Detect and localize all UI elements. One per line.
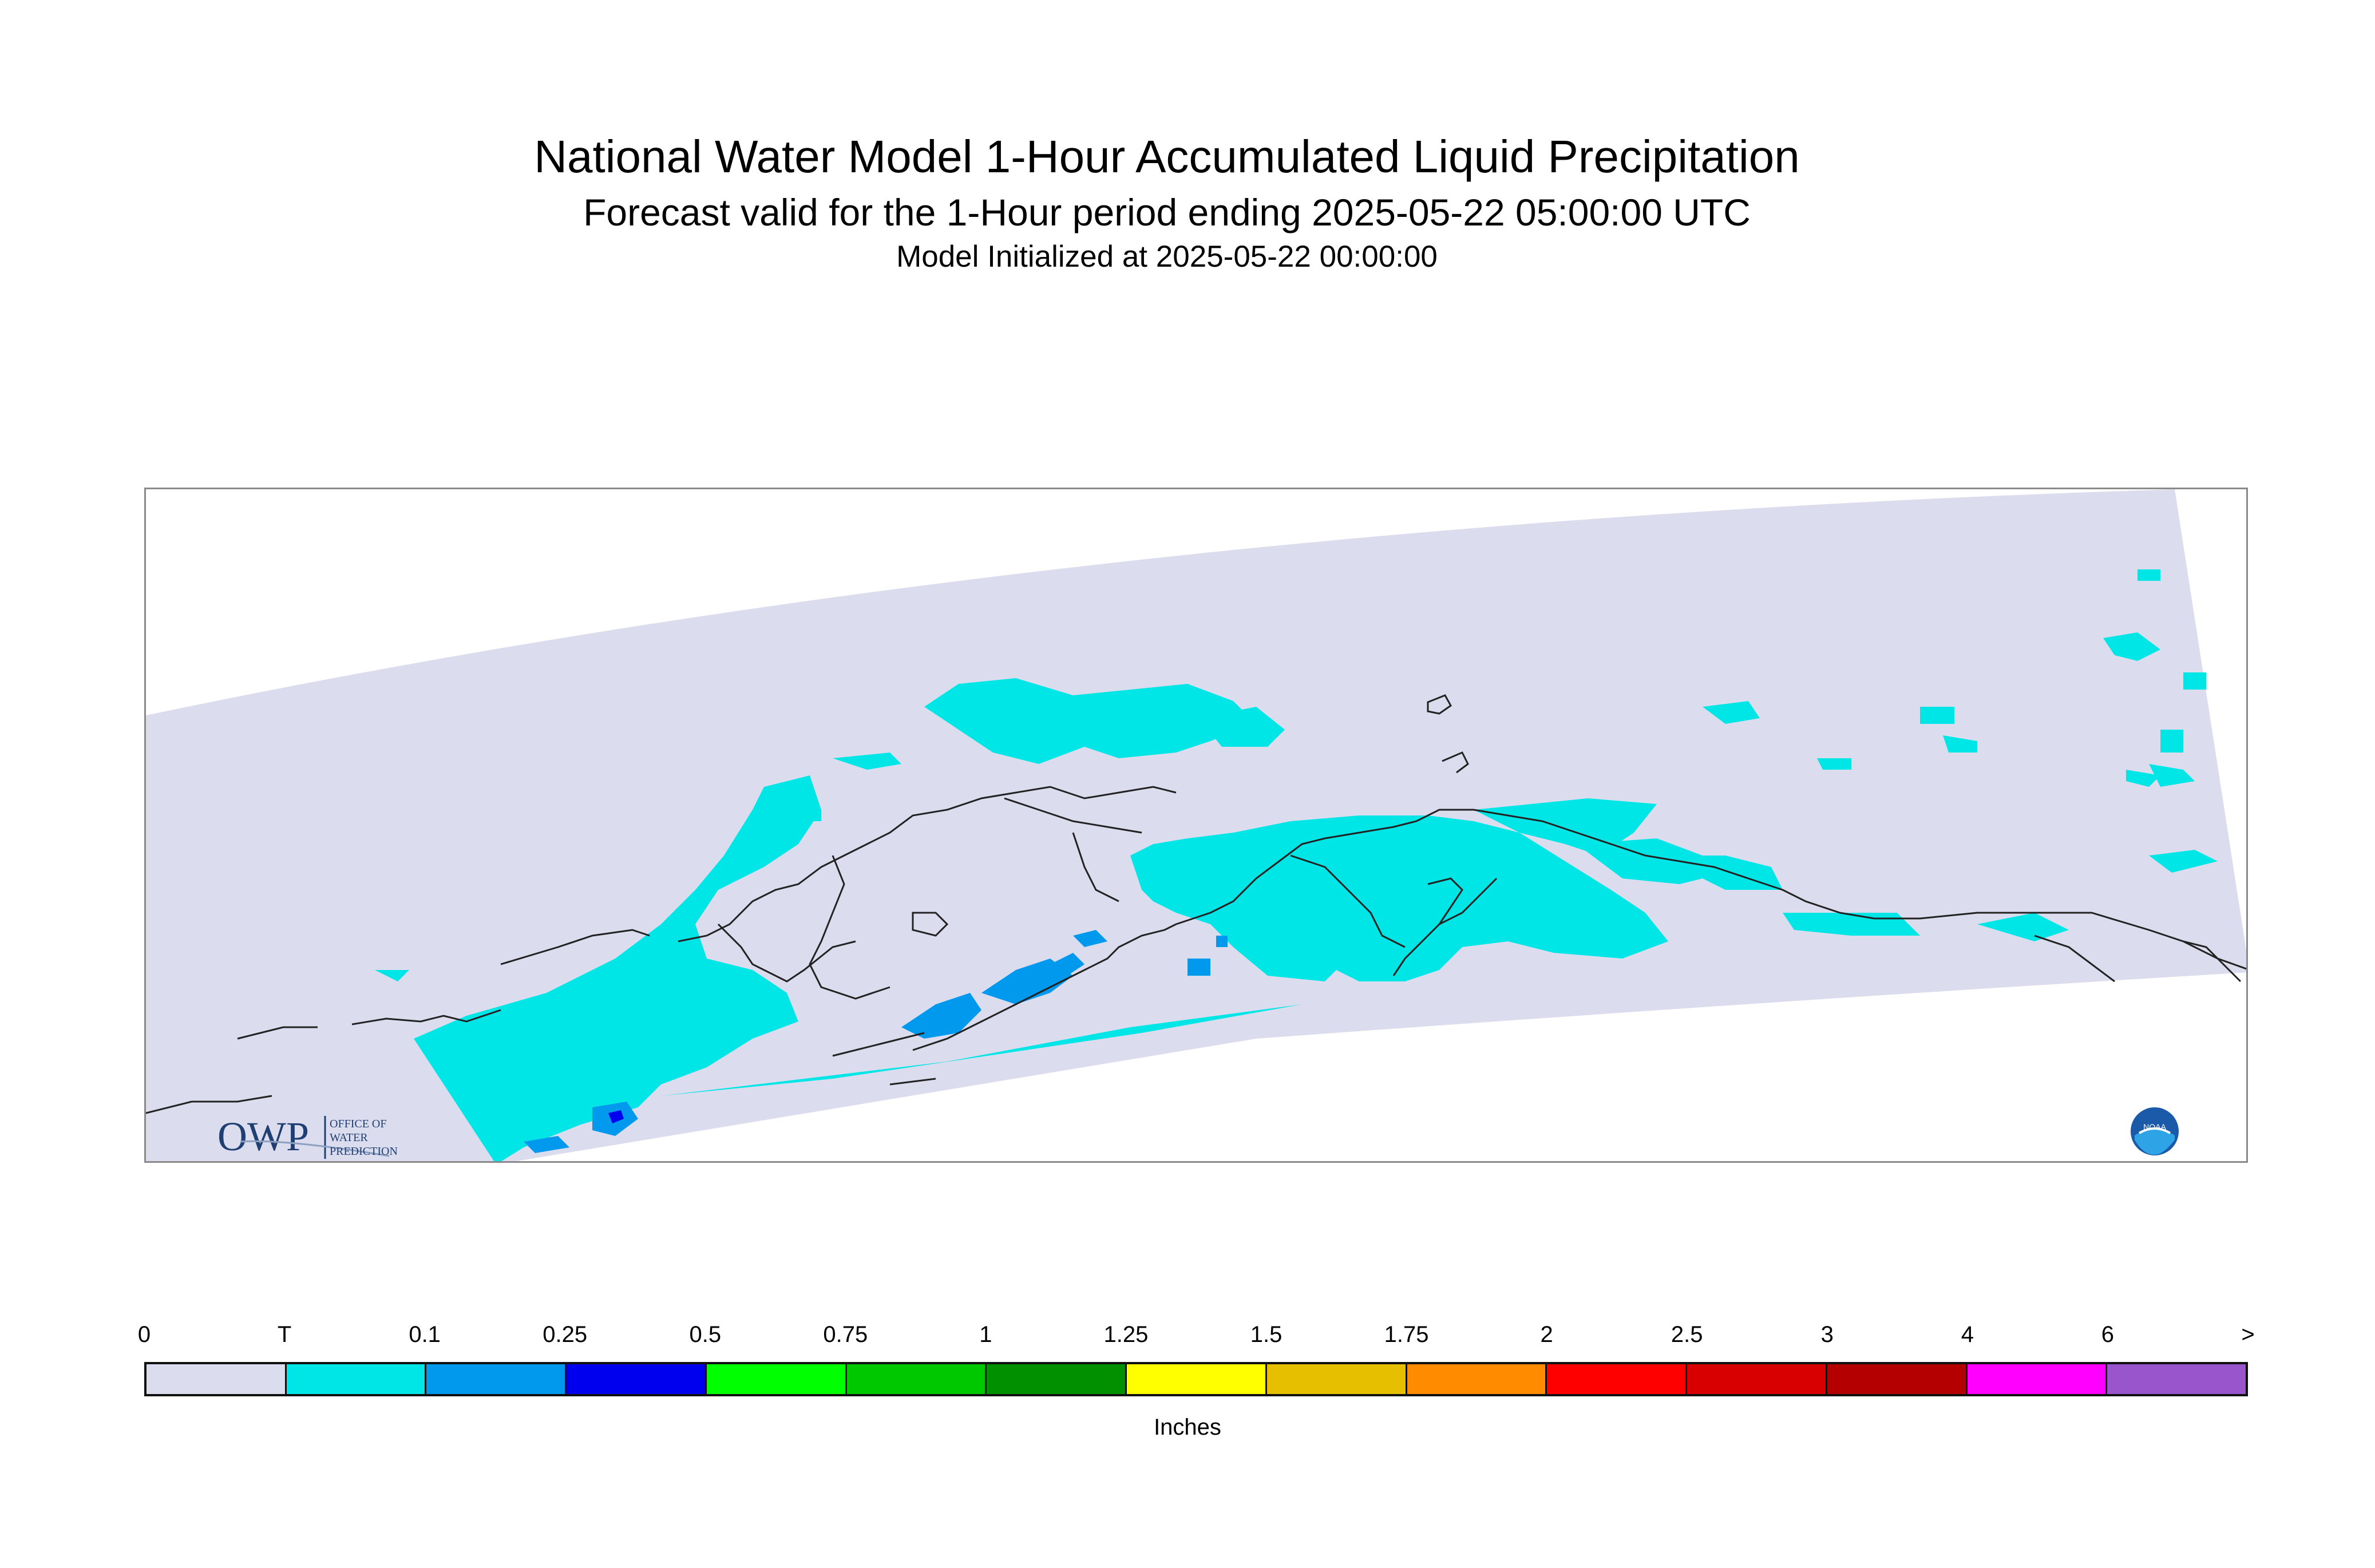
- legend-units: Inches: [1154, 1415, 1221, 1440]
- legend-tick-label: 1: [979, 1322, 992, 1347]
- legend-tick-label: 1.75: [1384, 1322, 1429, 1347]
- legend-swatch-14: [2107, 1364, 2246, 1394]
- legend-tick-label: 0.1: [409, 1322, 441, 1347]
- legend-tick-label: 0: [137, 1322, 151, 1347]
- legend-swatch-11: [1687, 1364, 1827, 1394]
- legend-swatch-6: [987, 1364, 1127, 1394]
- legend-tick-label: 0.25: [543, 1322, 588, 1347]
- owp-logo-mark: OWP: [217, 1114, 309, 1159]
- legend-tick-label: 2.5: [1671, 1322, 1703, 1347]
- legend-tick-label: 1.25: [1103, 1322, 1149, 1347]
- legend-swatch-13: [1967, 1364, 2108, 1394]
- legend-swatch-9: [1407, 1364, 1547, 1394]
- legend-tick-label: 0.75: [823, 1322, 868, 1347]
- legend-tick-label: 3: [1820, 1322, 1834, 1347]
- legend-tick-label: >: [2241, 1322, 2255, 1347]
- legend-colorbar: [144, 1362, 2248, 1396]
- legend-swatch-3: [567, 1364, 707, 1394]
- owp-logo-line-2: WATER: [330, 1131, 368, 1144]
- legend-swatch-1: [286, 1364, 427, 1394]
- legend-swatch-0: [147, 1364, 287, 1394]
- legend-swatch-10: [1547, 1364, 1688, 1394]
- legend-tick-label: 2: [1540, 1322, 1553, 1347]
- legend-swatch-2: [426, 1364, 567, 1394]
- legend-swatch-12: [1827, 1364, 1968, 1394]
- precip-light-areas: [524, 930, 1228, 1153]
- owp-logo-line-3: PREDICTION: [330, 1145, 398, 1158]
- map-title: National Water Model 1-Hour Accumulated …: [534, 131, 1800, 182]
- legend-swatch-4: [706, 1364, 847, 1394]
- owp-logo: OWP OFFICE OF WATER PREDICTION: [217, 1110, 435, 1162]
- legend-tick-label: 4: [1961, 1322, 1974, 1347]
- legend-swatch-5: [846, 1364, 987, 1394]
- precip-trace-areas: [375, 569, 2218, 1161]
- precip-heavy-areas: [608, 1110, 624, 1123]
- legend-tick-label: 6: [2101, 1322, 2115, 1347]
- legend-tick-label: 0.5: [689, 1322, 722, 1347]
- precipitation-map: [144, 488, 2248, 1163]
- noaa-logo-text: NOAA: [2143, 1122, 2166, 1131]
- map-subtitle: Forecast valid for the 1-Hour period end…: [583, 191, 1751, 233]
- coastlines: [146, 694, 2246, 1114]
- owp-logo-line-1: OFFICE OF: [330, 1118, 386, 1130]
- domain-edge-west: [146, 715, 494, 1161]
- legend-tick-label: 1.5: [1250, 1322, 1282, 1347]
- legend-tick-label: T: [277, 1322, 292, 1347]
- model-init-time: Model Initialized at 2025-05-22 00:00:00: [896, 240, 1438, 274]
- legend-swatch-8: [1266, 1364, 1407, 1394]
- noaa-logo: NOAA: [2129, 1106, 2180, 1157]
- legend-swatch-7: [1127, 1364, 1267, 1394]
